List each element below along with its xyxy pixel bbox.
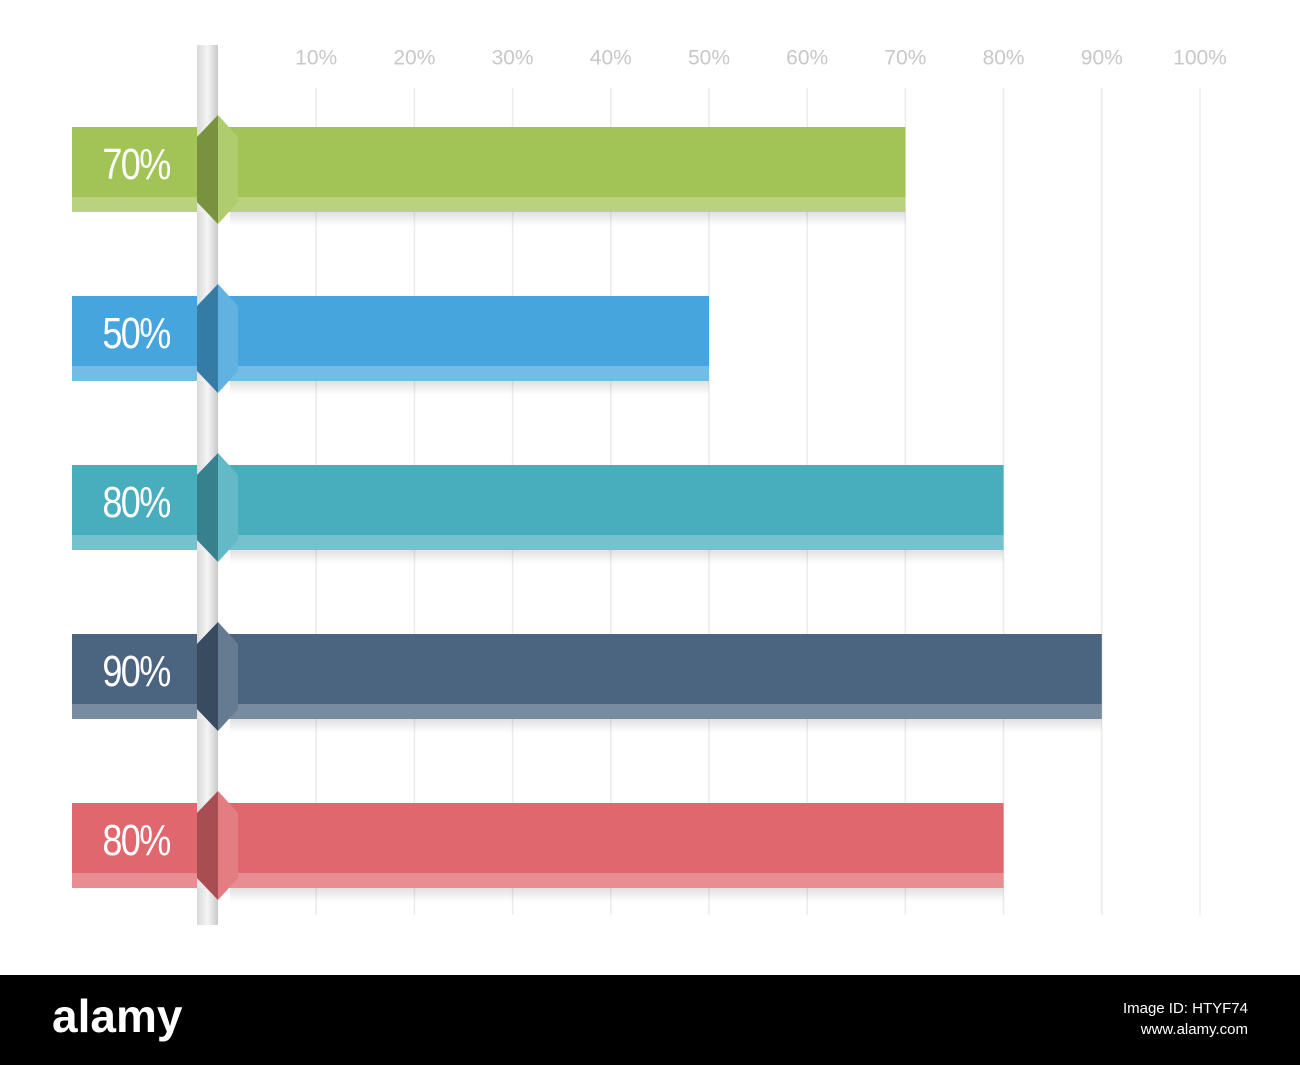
x-tick-label: 80% bbox=[983, 47, 1025, 70]
value-label: 80% bbox=[102, 816, 170, 865]
bar-group: 90% bbox=[72, 622, 1102, 733]
bar-group: 70% bbox=[72, 115, 906, 226]
x-tick-label: 70% bbox=[884, 47, 926, 70]
footer-brand: alamy bbox=[52, 990, 183, 1042]
bars: 70% 50% 80% 90% 80% bbox=[72, 115, 1102, 902]
fold-dark bbox=[197, 791, 218, 900]
bar bbox=[218, 296, 709, 381]
fold-knot bbox=[197, 453, 238, 562]
bar bbox=[218, 803, 1004, 888]
value-label: 90% bbox=[102, 647, 170, 696]
bar-edge bbox=[72, 704, 1102, 719]
fold-dark bbox=[197, 622, 218, 731]
fold-light bbox=[218, 284, 238, 393]
bar-edge bbox=[72, 873, 1004, 888]
bar bbox=[218, 634, 1102, 719]
label-tab bbox=[72, 803, 197, 888]
x-tick-label: 60% bbox=[786, 47, 828, 70]
x-tick-label: 50% bbox=[688, 47, 730, 70]
value-label: 50% bbox=[102, 309, 170, 358]
bar-edge bbox=[72, 366, 709, 381]
bar-group: 50% bbox=[72, 284, 709, 395]
bar-shadow bbox=[230, 212, 906, 226]
bar bbox=[218, 127, 906, 212]
x-tick-label: 20% bbox=[393, 47, 435, 70]
label-tab bbox=[72, 296, 197, 381]
fold-knot bbox=[197, 115, 238, 224]
x-tick-label: 40% bbox=[590, 47, 632, 70]
bar-edge bbox=[72, 197, 906, 212]
fold-dark bbox=[197, 115, 218, 224]
x-tick-label: 90% bbox=[1081, 47, 1123, 70]
footer-url: www.alamy.com bbox=[1140, 1021, 1248, 1038]
bar-shadow bbox=[230, 888, 1004, 902]
bar-shadow bbox=[230, 719, 1102, 733]
x-tick-label: 100% bbox=[1173, 47, 1227, 70]
fold-knot bbox=[197, 622, 238, 731]
value-label: 70% bbox=[102, 140, 170, 189]
bar bbox=[218, 465, 1004, 550]
bar-group: 80% bbox=[72, 791, 1004, 902]
x-tick-label: 30% bbox=[492, 47, 534, 70]
label-tab bbox=[72, 634, 197, 719]
fold-knot bbox=[197, 791, 238, 900]
footer-id: Image ID: HTYF74 bbox=[1123, 1000, 1248, 1017]
fold-dark bbox=[197, 453, 218, 562]
fold-light bbox=[218, 115, 238, 224]
x-tick-label: 10% bbox=[295, 47, 337, 70]
fold-light bbox=[218, 453, 238, 562]
bar-shadow bbox=[230, 550, 1004, 564]
value-label: 80% bbox=[102, 478, 170, 527]
bar-group: 80% bbox=[72, 453, 1004, 564]
footer-band bbox=[0, 975, 1300, 1065]
bar-shadow bbox=[230, 381, 709, 395]
fold-light bbox=[218, 622, 238, 731]
label-tab bbox=[72, 127, 197, 212]
bar-edge bbox=[72, 535, 1004, 550]
fold-dark bbox=[197, 284, 218, 393]
fold-knot bbox=[197, 284, 238, 393]
label-tab bbox=[72, 465, 197, 550]
fold-light bbox=[218, 791, 238, 900]
